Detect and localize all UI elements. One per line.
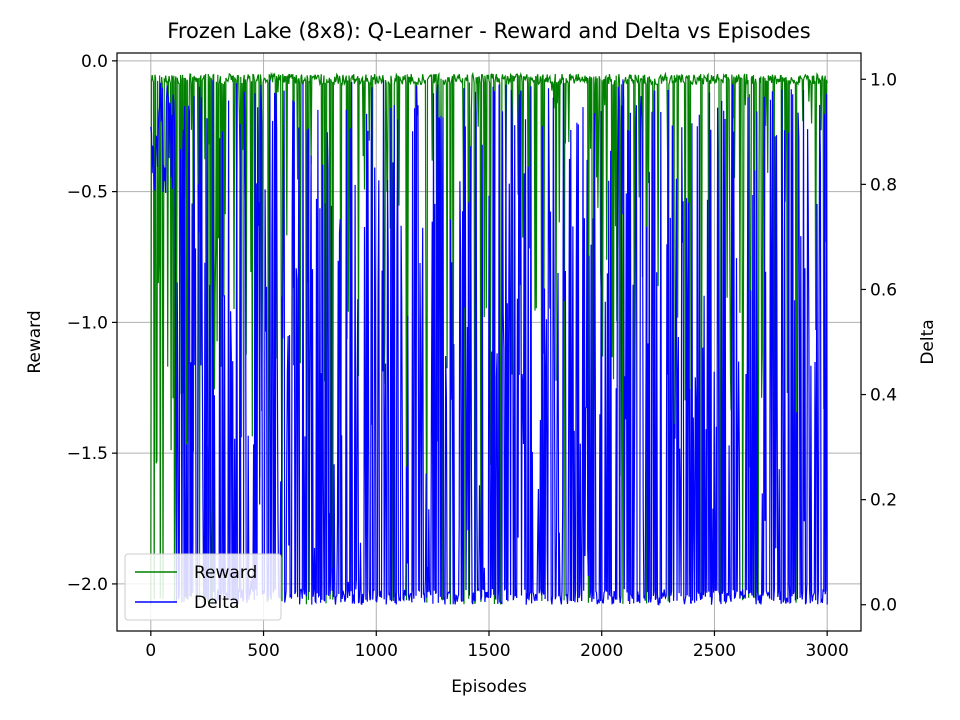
right-tick-label: 1.0 — [870, 70, 897, 90]
legend: Reward Delta — [124, 553, 282, 621]
right-y-axis-label: Delta — [918, 319, 938, 364]
right-tick-label: 0.6 — [870, 280, 897, 300]
left-tick-label: −2.0 — [67, 575, 108, 595]
left-tick-label: 0.0 — [81, 52, 108, 72]
x-tick-label: 1500 — [467, 641, 510, 661]
chart-title: Frozen Lake (8x8): Q-Learner - Reward an… — [167, 19, 810, 43]
x-tick-label: 2500 — [693, 641, 736, 661]
legend-delta-label: Delta — [194, 593, 239, 613]
x-axis: 0 500 1000 1500 2000 2500 3000 — [145, 631, 849, 661]
x-tick-label: 0 — [145, 641, 156, 661]
x-tick-label: 3000 — [806, 641, 849, 661]
x-tick-label: 2000 — [580, 641, 623, 661]
x-axis-label: Episodes — [451, 677, 527, 697]
right-tick-label: 0.4 — [870, 386, 897, 406]
x-tick-label: 500 — [247, 641, 279, 661]
left-y-axis: 0.0 −0.5 −1.0 −1.5 −2.0 — [67, 52, 117, 595]
left-tick-label: −1.5 — [67, 444, 108, 464]
legend-reward-label: Reward — [194, 563, 257, 583]
left-tick-label: −1.0 — [67, 313, 108, 333]
right-y-axis: 0.0 0.2 0.4 0.6 0.8 1.0 — [861, 70, 897, 616]
series-reward — [150, 71, 828, 605]
left-tick-label: −0.5 — [67, 183, 108, 203]
right-tick-label: 0.2 — [870, 491, 897, 511]
right-tick-label: 0.8 — [870, 175, 897, 195]
left-y-axis-label: Reward — [25, 310, 45, 373]
right-tick-label: 0.0 — [870, 596, 897, 616]
legend-box — [124, 553, 282, 621]
x-tick-label: 1000 — [355, 641, 398, 661]
